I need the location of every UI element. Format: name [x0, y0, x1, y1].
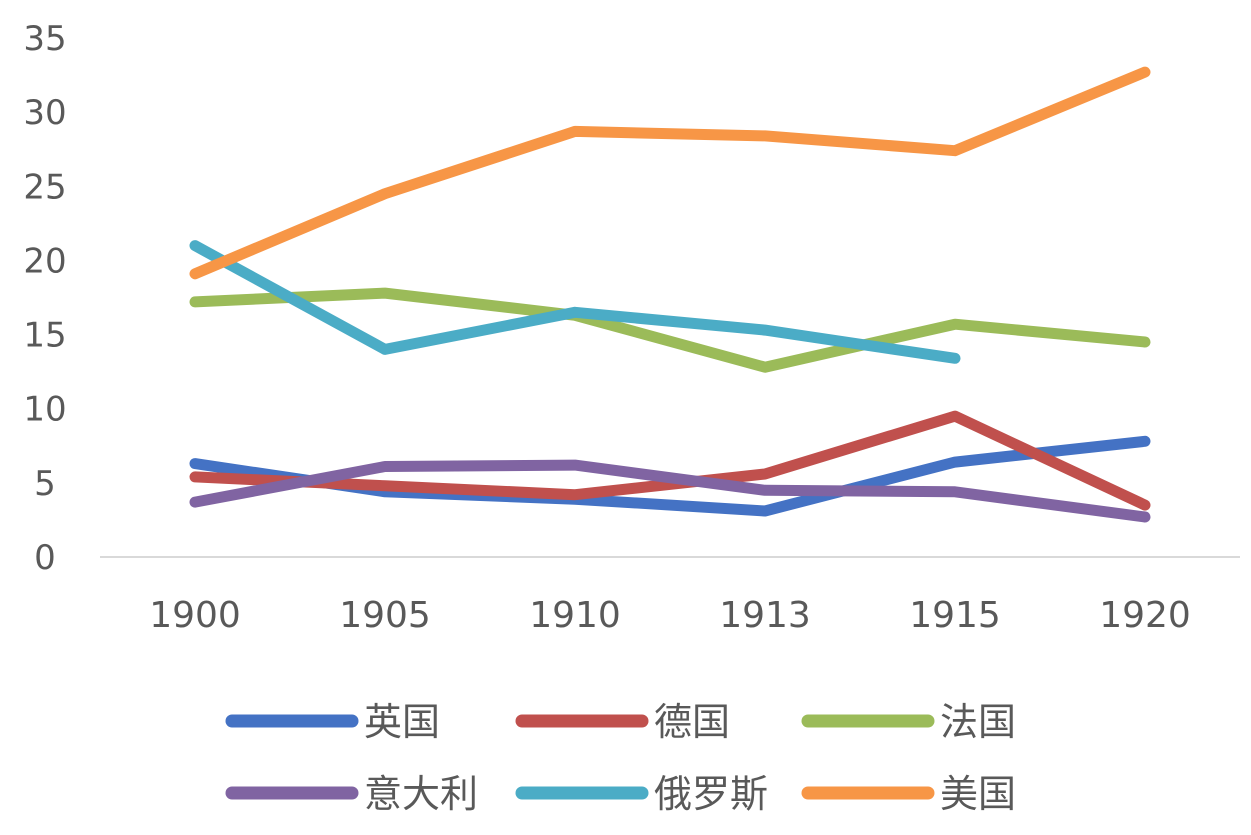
y-tick-label: 20	[23, 241, 66, 281]
legend-item: 俄罗斯	[522, 772, 768, 816]
y-tick-label: 0	[34, 538, 56, 578]
x-tick-label: 1910	[529, 595, 621, 636]
y-tick-label: 15	[23, 316, 66, 356]
y-tick-label: 35	[23, 19, 66, 59]
x-tick-label: 1905	[339, 595, 431, 636]
legend-item: 法国	[808, 700, 1016, 744]
series-line-4	[195, 246, 955, 359]
series-layer	[195, 72, 1145, 517]
legend-item: 德国	[522, 700, 730, 744]
y-tick-label: 30	[23, 93, 66, 133]
y-tick-label: 10	[23, 390, 66, 430]
legend-item: 英国	[232, 700, 440, 744]
series-line-5	[195, 72, 1145, 274]
x-tick-label: 1920	[1099, 595, 1191, 636]
y-tick-label: 25	[23, 167, 66, 207]
legend-label: 德国	[654, 700, 730, 744]
legend-label: 美国	[940, 772, 1016, 816]
x-tick-label: 1900	[149, 595, 241, 636]
series-line-2	[195, 293, 1145, 367]
legend-label: 法国	[940, 700, 1016, 744]
legend-label: 意大利	[364, 772, 478, 816]
legend-item: 意大利	[232, 772, 478, 816]
legend-item: 美国	[808, 772, 1016, 816]
legend-label: 俄罗斯	[654, 772, 768, 816]
x-tick-label: 1913	[719, 595, 811, 636]
legend-label: 英国	[364, 700, 440, 744]
y-tick-label: 5	[34, 464, 56, 504]
x-tick-label: 1915	[909, 595, 1001, 636]
